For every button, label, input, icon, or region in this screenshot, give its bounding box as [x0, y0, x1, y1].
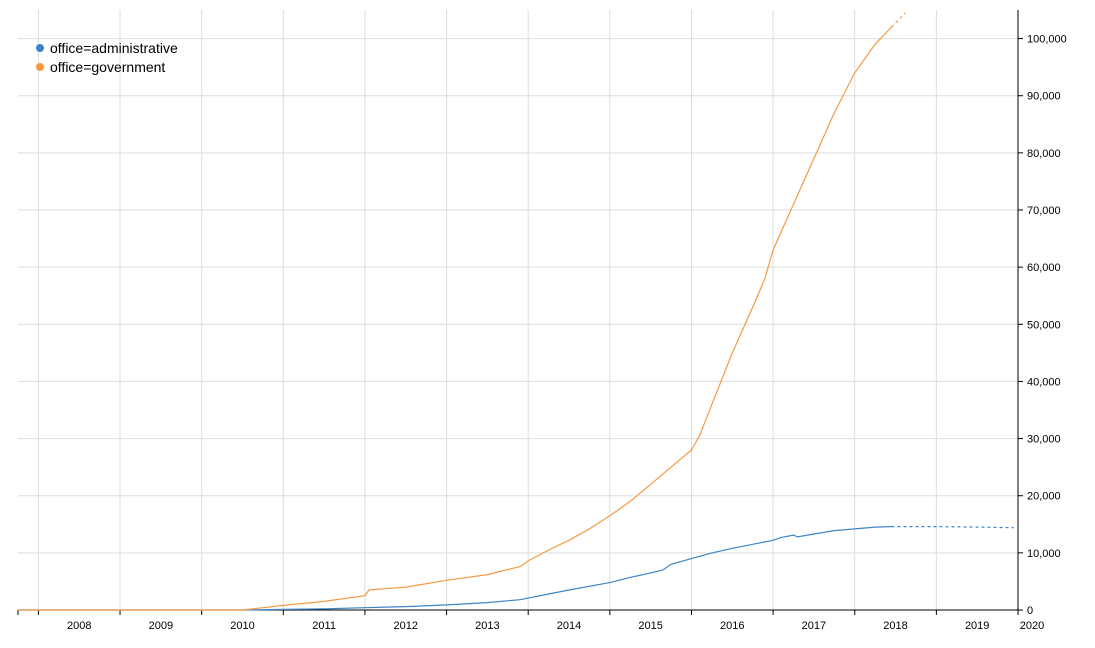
series-line-0: [18, 526, 892, 611]
x-tick-label: 2011: [312, 620, 336, 632]
x-tick-label: 2018: [883, 620, 907, 632]
legend-item-government[interactable]: office=government: [36, 57, 178, 76]
x-tick-label: 2016: [720, 620, 744, 632]
series-group: [18, 12, 1014, 611]
y-tick-label: 30,000: [1027, 434, 1061, 446]
x-tick-label: 2015: [638, 620, 662, 632]
legend-label-administrative: office=administrative: [50, 39, 178, 56]
y-tick-label: 90,000: [1027, 91, 1061, 103]
series-projection-1: [891, 12, 906, 28]
x-tick-label: 2009: [149, 620, 173, 632]
x-tick-label: 2008: [67, 620, 91, 632]
legend-label-government: office=government: [50, 58, 166, 75]
y-tick-label: 70,000: [1027, 205, 1061, 217]
y-tick-label: 10,000: [1027, 548, 1061, 560]
y-tick-label: 100,000: [1027, 34, 1067, 46]
legend-item-administrative[interactable]: office=administrative: [36, 38, 178, 57]
x-tick-label: 2012: [394, 620, 418, 632]
x-tick-label: 2010: [230, 620, 254, 632]
grid: [18, 10, 1018, 610]
legend-marker-government: [36, 62, 44, 71]
y-tick-label: 60,000: [1027, 262, 1061, 274]
series-line-1: [18, 26, 892, 611]
axes: 2008 2009 2010 2011 2012 2013 2014 2015 2016 2017…: [17, 10, 1067, 632]
x-tick-label: 2020: [1020, 620, 1044, 632]
legend: office=administrative office=government: [36, 38, 178, 76]
x-tick-label: 2019: [965, 620, 989, 632]
y-tick-label: 50,000: [1027, 319, 1061, 331]
y-tick-label: 80,000: [1027, 148, 1061, 160]
series-projection-0: [891, 525, 1014, 529]
x-tick-label: 2017: [802, 620, 826, 632]
y-tick-label: 0: [1027, 605, 1033, 617]
x-tick-label: 2014: [557, 620, 581, 632]
legend-marker-administrative: [36, 43, 44, 52]
x-tick-label: 2013: [475, 620, 499, 632]
y-tick-label: 20,000: [1027, 491, 1061, 503]
y-tick-label: 40,000: [1027, 376, 1061, 388]
